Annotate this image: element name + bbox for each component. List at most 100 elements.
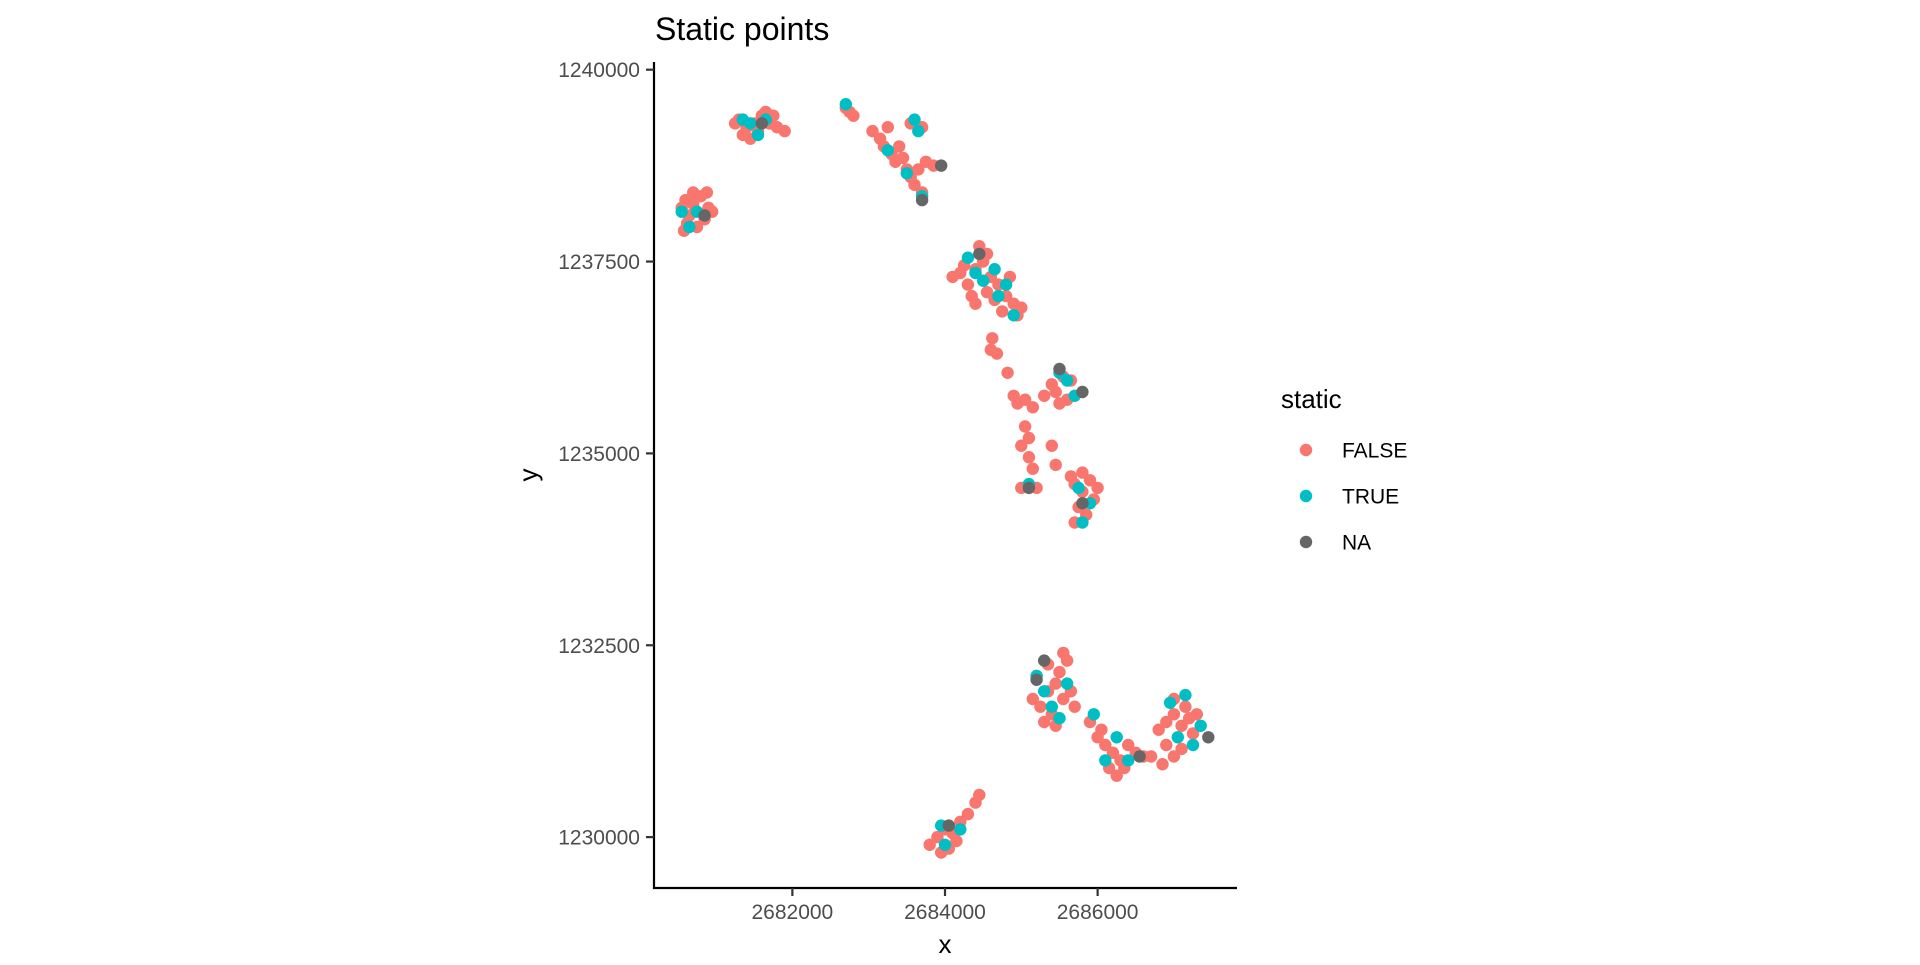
point-na-11 <box>1133 750 1146 763</box>
point-false-105 <box>1038 715 1051 729</box>
point-na-5 <box>1053 362 1066 376</box>
legend-key-na <box>1299 535 1313 549</box>
point-false-73 <box>1026 401 1040 414</box>
point-false-40 <box>881 121 894 134</box>
point-false-142 <box>931 830 944 844</box>
point-na-2 <box>935 159 948 172</box>
point-false-76 <box>1049 385 1062 399</box>
point-false-103 <box>1049 677 1062 690</box>
point-false-72 <box>1018 393 1032 406</box>
legend-key-false <box>1299 443 1313 457</box>
legend-label-na: NA <box>1342 532 1371 555</box>
y-axis-ticks: 1230000 1232500 1235000 1237500 1240000 <box>558 59 654 850</box>
point-true-17 <box>1007 309 1020 322</box>
point-false-11 <box>687 186 700 199</box>
point-true-19 <box>999 278 1013 291</box>
point-true-14 <box>977 274 990 287</box>
legend-items: FALSE TRUE NA <box>1299 440 1407 555</box>
point-true-40 <box>1179 688 1192 702</box>
point-false-107 <box>1053 665 1066 679</box>
point-true-18 <box>969 266 982 280</box>
point-false-112 <box>1068 700 1081 713</box>
point-false-148 <box>973 788 986 802</box>
x-tick-label-2: 2686000 <box>1057 901 1139 924</box>
point-true-15 <box>988 263 1001 276</box>
y-axis-title: y <box>513 469 543 482</box>
point-false-24 <box>778 124 791 138</box>
point-true-33 <box>1099 754 1112 767</box>
point-false-66 <box>986 332 999 345</box>
point-true-6 <box>736 113 749 126</box>
point-false-130 <box>1167 708 1181 721</box>
point-true-16 <box>992 289 1005 303</box>
point-na-7 <box>1022 481 1036 495</box>
point-true-22 <box>1060 374 1074 387</box>
point-true-11 <box>900 167 913 180</box>
point-false-69 <box>1001 366 1014 379</box>
point-false-131 <box>1175 719 1188 732</box>
point-false-122 <box>1122 738 1135 752</box>
point-false-60 <box>996 305 1009 318</box>
point-true-8 <box>908 113 921 126</box>
x-tick-label-0: 2682000 <box>751 901 833 924</box>
point-false-74 <box>1038 389 1051 402</box>
point-false-141 <box>923 838 936 851</box>
y-tick-label-1: 1232500 <box>558 635 640 658</box>
legend-title: static <box>1281 384 1342 414</box>
point-na-13 <box>942 819 955 832</box>
point-true-0 <box>675 205 688 218</box>
point-false-104 <box>1057 692 1070 706</box>
y-tick-label-2: 1235000 <box>558 443 640 466</box>
point-na-10 <box>1030 673 1043 686</box>
point-false-29 <box>866 124 879 138</box>
legend-label-true: TRUE <box>1342 486 1399 509</box>
point-false-146 <box>961 807 975 821</box>
point-false-117 <box>1099 738 1112 752</box>
point-false-101 <box>1034 700 1047 713</box>
point-false-133 <box>1190 708 1204 721</box>
point-true-34 <box>1122 754 1135 767</box>
point-false-137 <box>1156 758 1169 771</box>
point-false-12 <box>700 186 714 199</box>
y-tick-label-4: 1240000 <box>558 59 640 82</box>
point-false-136 <box>1175 742 1188 756</box>
point-true-32 <box>1087 708 1101 721</box>
x-tick-label-1: 2684000 <box>904 901 986 924</box>
point-true-13 <box>961 251 975 264</box>
point-false-86 <box>1045 439 1059 452</box>
point-na-9 <box>1038 654 1051 667</box>
legend-label-false: FALSE <box>1342 440 1407 463</box>
point-false-80 <box>1022 431 1036 445</box>
point-true-43 <box>938 838 952 851</box>
point-na-1 <box>755 117 768 130</box>
point-false-139 <box>1179 700 1192 713</box>
point-true-36 <box>1163 696 1177 709</box>
point-false-48 <box>961 278 975 291</box>
x-axis-title: x <box>939 929 952 959</box>
point-false-134 <box>1160 738 1173 752</box>
point-false-38 <box>908 178 921 191</box>
legend: static FALSE TRUE NA <box>1281 384 1407 555</box>
point-true-35 <box>1110 731 1123 744</box>
point-true-38 <box>1186 738 1200 752</box>
point-true-31 <box>1053 712 1066 725</box>
point-true-37 <box>1171 731 1185 744</box>
point-false-140 <box>1186 727 1200 740</box>
point-true-30 <box>1045 700 1059 713</box>
point-false-37 <box>912 163 925 176</box>
point-false-125 <box>1095 723 1108 736</box>
point-false-114 <box>1057 646 1070 660</box>
y-tick-label-3: 1237500 <box>558 251 640 274</box>
x-axis-ticks: 2682000 2684000 2686000 <box>751 888 1139 924</box>
point-true-10 <box>881 144 894 157</box>
point-false-100 <box>1026 692 1040 706</box>
point-false-128 <box>1152 723 1165 736</box>
point-true-5 <box>751 128 765 142</box>
point-true-39 <box>1194 719 1207 732</box>
point-false-129 <box>1160 715 1173 729</box>
point-false-93 <box>1083 474 1097 487</box>
point-true-42 <box>954 823 967 836</box>
point-na-12 <box>1202 731 1215 744</box>
